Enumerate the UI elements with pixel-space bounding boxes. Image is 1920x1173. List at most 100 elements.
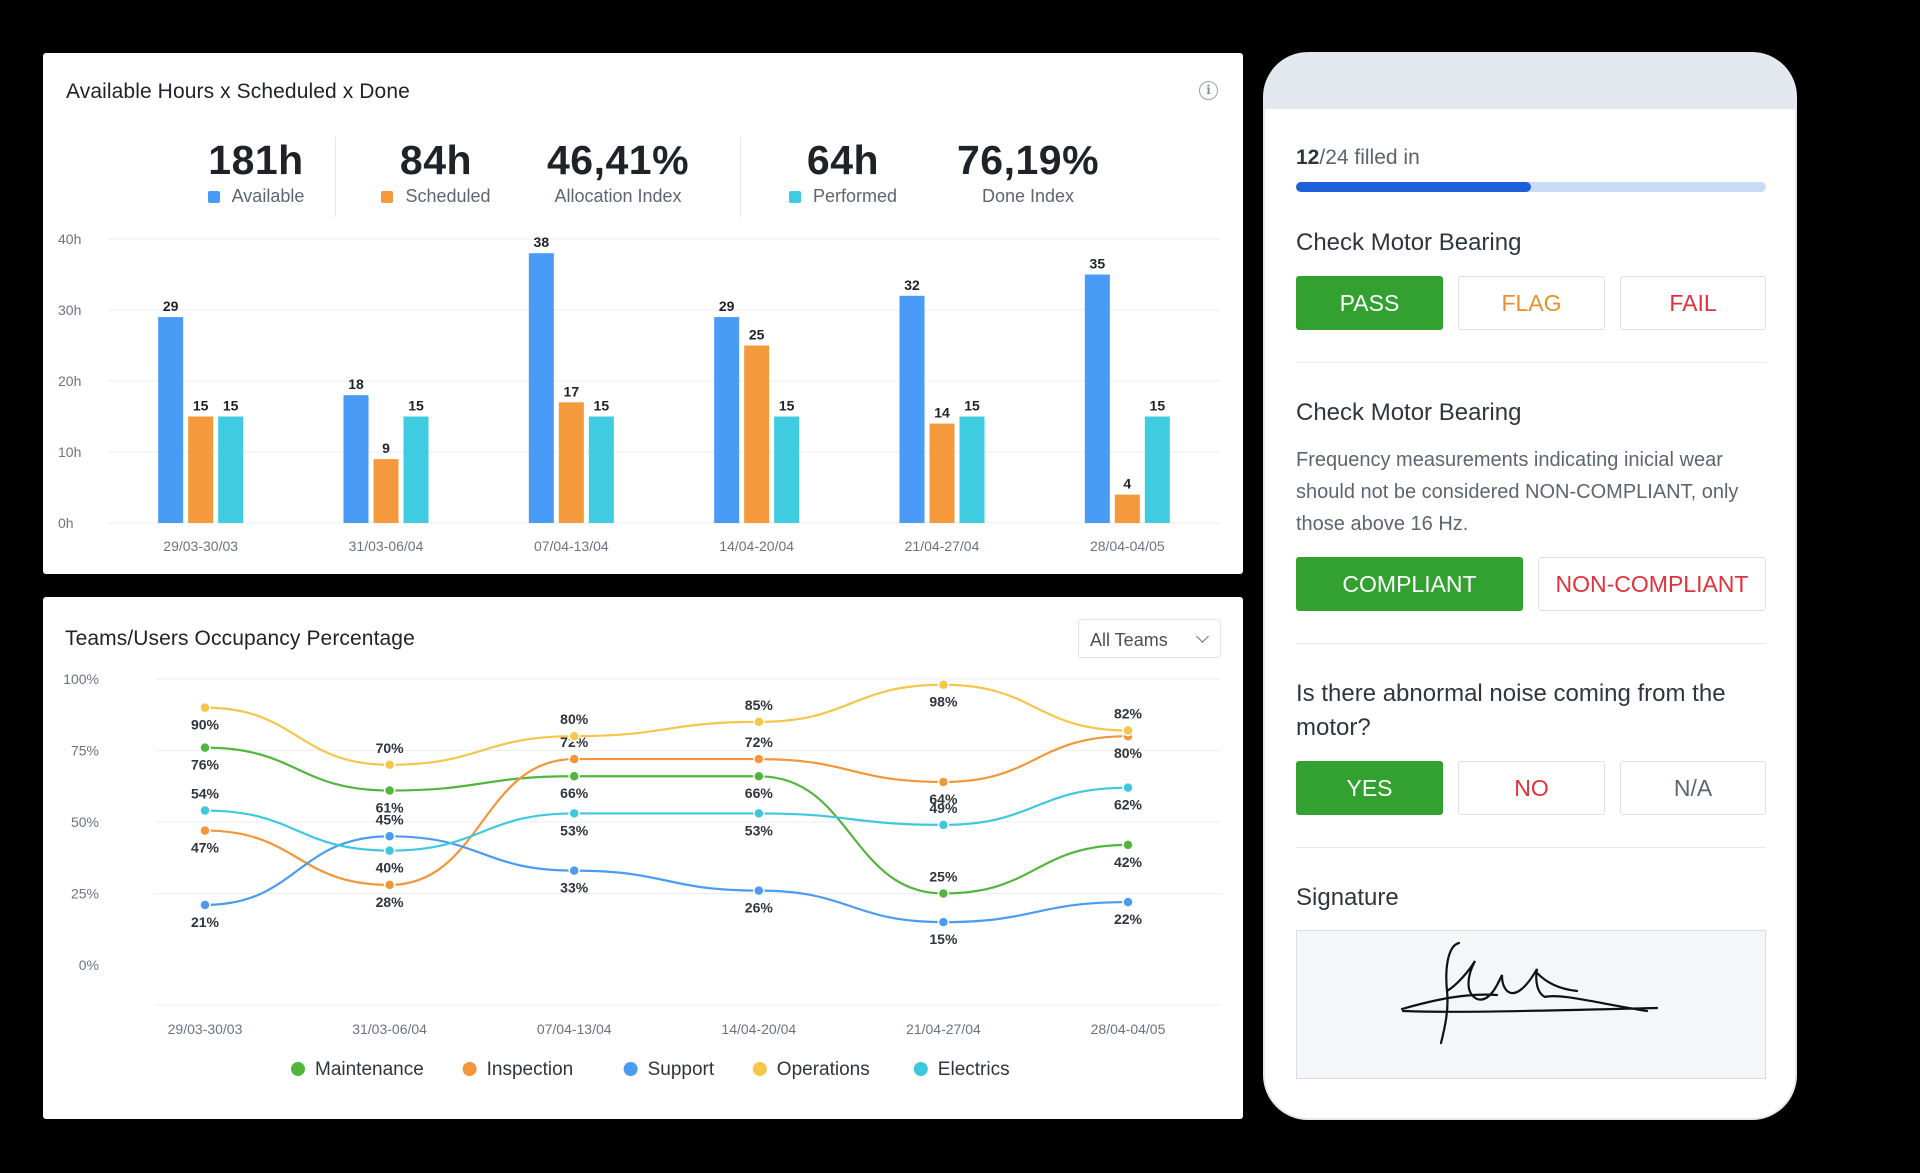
y-tick-label: 30h (58, 302, 81, 318)
bar-scheduled (1114, 494, 1140, 523)
no-button[interactable]: NO (1458, 761, 1605, 815)
y-tick-label: 0% (79, 957, 99, 973)
legend-swatch (381, 191, 394, 203)
kpi-label: Performed (812, 186, 898, 206)
line-inspection (204, 735, 1129, 887)
progress-bar (1296, 182, 1766, 192)
point-electrics (937, 819, 950, 831)
compliant-button[interactable]: COMPLIANT (1296, 557, 1523, 611)
x-tick-label: 31/03-06/04 (349, 538, 424, 554)
info-icon[interactable]: i (1199, 81, 1218, 100)
point-operations (753, 716, 765, 728)
bar-scheduled (929, 423, 955, 523)
bar-scheduled (744, 345, 770, 523)
data-label: 15% (929, 931, 958, 947)
y-tick-label: 75% (71, 743, 99, 759)
kpi-done-index: 76,19% Done Index (943, 137, 1113, 207)
y-tick-label: 40h (58, 231, 81, 247)
bar-scheduled (188, 416, 214, 523)
point-support (199, 899, 211, 911)
point-maintenance (383, 784, 396, 797)
question-title: Check Motor Bearing (1296, 229, 1522, 256)
data-label: 22% (1114, 911, 1143, 927)
data-label: 72% (560, 734, 589, 750)
hours-bar-chart: 0h 10h 20h 30h 40h 29 15 15 29/03-30/03 18 9 15 31/0… (58, 231, 1220, 554)
progress-bar-fill (1296, 182, 1531, 192)
data-label: 47% (191, 840, 220, 856)
x-tick-label: 07/04-13/04 (537, 1021, 612, 1037)
occupancy-card-title: Teams/Users Occupancy Percentage (65, 627, 415, 650)
kpi-performed: 64h Performed (763, 137, 923, 207)
kpi-label: Available (231, 186, 305, 206)
kpi-scheduled: 84h Scheduled (361, 137, 511, 207)
point-maintenance (1122, 839, 1134, 851)
data-label: 40% (376, 860, 405, 876)
point-inspection (937, 776, 950, 788)
point-operations (1122, 724, 1134, 737)
data-label: 18 (348, 376, 364, 392)
point-maintenance (753, 770, 765, 782)
section-divider (1296, 362, 1766, 363)
bar-performed (959, 416, 985, 523)
signature-pad[interactable] (1296, 930, 1766, 1079)
legend-label: Electrics (938, 1059, 1010, 1080)
bar-performed (774, 416, 800, 523)
y-tick-label: 25% (71, 886, 99, 902)
legend-marker-support (623, 1062, 638, 1076)
data-label: 70% (376, 740, 405, 756)
pass-button[interactable]: PASS (1296, 276, 1443, 330)
point-operations (199, 701, 211, 714)
non-compliant-button[interactable]: NON-COMPLIANT (1538, 557, 1766, 611)
data-label: 25 (749, 327, 765, 343)
kpi-allocation-index: 46,41% Allocation Index (533, 137, 703, 207)
x-tick-label: 29/03-30/03 (163, 538, 238, 554)
progress-text: 12/24 filled in (1296, 146, 1420, 170)
data-label: 62% (1114, 797, 1143, 813)
data-label: 54% (191, 786, 220, 802)
question-title: Check Motor Bearing (1296, 399, 1522, 426)
question-description: Frequency measurements indicating inicia… (1296, 449, 1739, 535)
x-tick-label: 28/04-04/05 (1091, 1021, 1166, 1037)
progress-filled-count: 12 (1296, 146, 1320, 169)
bar-performed (218, 416, 244, 523)
legend-marker-electrics (913, 1062, 928, 1076)
data-label: 80% (1114, 745, 1143, 761)
data-label: 9 (382, 440, 390, 456)
data-label: 29 (163, 298, 179, 314)
point-support (568, 864, 580, 877)
bar-available (158, 317, 184, 523)
data-label: 15 (779, 398, 795, 414)
data-label: 15 (1150, 398, 1166, 414)
fail-button[interactable]: FAIL (1620, 276, 1766, 330)
signature-drawing (1400, 941, 1659, 1045)
legend-swatch (788, 191, 801, 203)
data-label: 35 (1090, 256, 1106, 272)
line-electrics (204, 786, 1129, 852)
point-inspection (753, 753, 765, 765)
section-divider (1296, 847, 1766, 848)
bar-scheduled (558, 402, 584, 523)
legend-label: Maintenance (315, 1059, 424, 1080)
bar-available (714, 317, 740, 523)
data-label: 90% (191, 717, 220, 733)
data-label: 64% (929, 791, 958, 807)
flag-button[interactable]: FLAG (1458, 276, 1605, 330)
data-label: 80% (560, 711, 589, 727)
question-title: Is there abnormal noise coming from the … (1296, 680, 1726, 741)
phone-top-bar (1265, 54, 1795, 109)
legend-marker-operations (752, 1062, 767, 1076)
x-tick-label: 29/03-30/03 (168, 1021, 243, 1037)
data-label: 32 (904, 277, 920, 293)
occupancy-line-chart: 0% 25% 50% 75% 100% 29/03-30/03 31/03-06/04 07/… (63, 671, 1221, 1080)
point-inspection (383, 879, 396, 891)
data-label: 76% (191, 757, 220, 773)
na-button[interactable]: N/A (1620, 761, 1766, 815)
data-label: 33% (560, 880, 589, 896)
team-filter-select[interactable]: All Teams (1078, 619, 1221, 658)
yes-button[interactable]: YES (1296, 761, 1443, 815)
point-inspection (568, 753, 580, 765)
y-tick-label: 10h (58, 444, 81, 460)
y-tick-label: 100% (63, 671, 99, 687)
legend-swatch (207, 191, 220, 203)
legend-label: Support (648, 1059, 715, 1080)
